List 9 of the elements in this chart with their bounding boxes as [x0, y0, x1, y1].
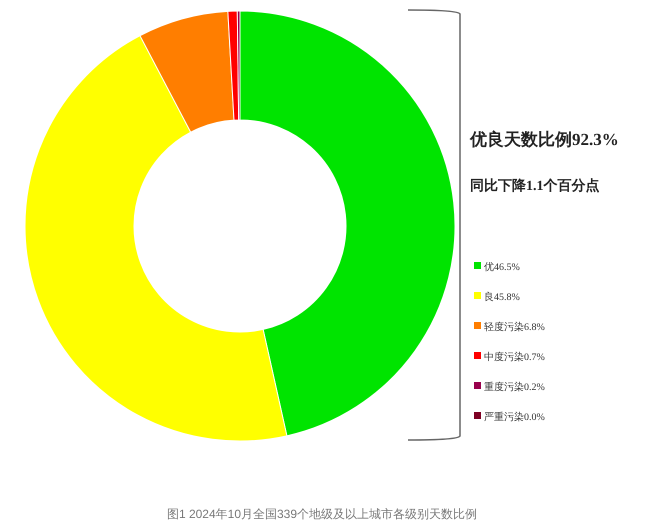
legend-label: 优46.5%	[484, 262, 520, 273]
text: 优良天数比例92.3%	[469, 130, 619, 149]
legend-label: 重度污染0.2%	[484, 381, 545, 393]
legend-label: 中度污染0.7%	[484, 351, 545, 363]
text: 同比下降1.1个百分点	[470, 178, 600, 194]
legend-label: 严重污染0.0%	[484, 411, 545, 423]
caption: 图1 2024年10月全国339个地级及以上城市各级别天数比例	[166, 507, 478, 521]
legend-label: 轻度污染6.8%	[484, 321, 545, 333]
legend-label: 良45.8%	[484, 291, 520, 303]
